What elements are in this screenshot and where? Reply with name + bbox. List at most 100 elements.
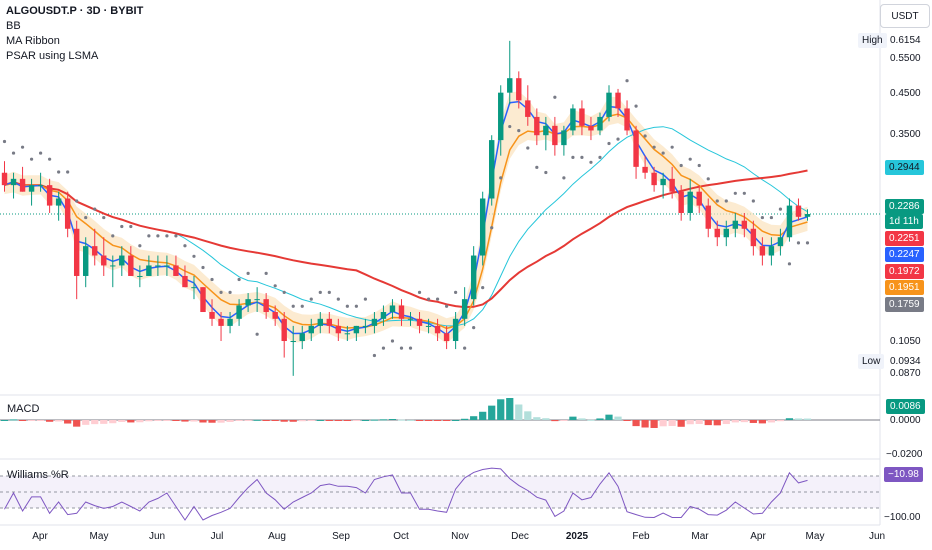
macd-bar	[289, 420, 297, 422]
psar-dot	[66, 170, 70, 174]
macd-bar	[73, 420, 81, 427]
candle	[786, 198, 793, 242]
candle	[669, 166, 675, 199]
candle	[714, 220, 720, 247]
candle	[353, 325, 360, 342]
psar-dot	[499, 176, 503, 180]
candle-body	[218, 318, 224, 326]
candle	[705, 198, 711, 238]
macd-bar	[181, 420, 189, 422]
macd-bar	[731, 420, 739, 423]
candle-body	[452, 318, 459, 342]
candle-body	[498, 92, 504, 141]
legend-ma-ribbon[interactable]: MA Ribbon	[6, 35, 60, 47]
candle-body	[777, 237, 784, 247]
x-axis-label: Apr	[750, 531, 766, 542]
candle	[326, 312, 333, 334]
macd-bar	[424, 420, 433, 421]
macd-bar	[515, 404, 523, 420]
macd-bar	[316, 419, 324, 421]
psar-dot	[742, 191, 746, 195]
x-axis-label: May	[89, 531, 109, 542]
candle	[615, 88, 621, 117]
symbol-title[interactable]: ALGOUSDT.P · 3D · BYBIT	[6, 5, 144, 17]
candle	[64, 191, 71, 238]
macd-bar	[614, 416, 622, 420]
macd-bar	[686, 420, 694, 425]
macd-bar	[623, 420, 631, 421]
williams-label[interactable]: Williams %R	[7, 469, 69, 481]
price-tag: 0.2944	[885, 160, 924, 175]
psar-dot	[679, 163, 683, 168]
candle	[335, 318, 342, 342]
candle-body	[254, 299, 260, 301]
macd-bar	[307, 420, 315, 421]
currency-unit-button[interactable]: USDT	[880, 4, 930, 28]
candle	[561, 125, 567, 156]
candle-body	[389, 305, 396, 313]
psar-dot	[75, 199, 79, 203]
candle-body	[434, 325, 441, 334]
candle-body	[362, 325, 369, 327]
macd-bar	[46, 420, 54, 422]
psar-dot	[589, 160, 593, 164]
psar-dot	[2, 139, 7, 144]
y-tick: 0.5500	[890, 53, 921, 64]
macd-bar	[343, 420, 351, 421]
candle	[371, 312, 378, 334]
candle	[263, 293, 269, 319]
x-axis-label: Dec	[511, 531, 529, 542]
legend-psar[interactable]: PSAR using LSMA	[6, 50, 99, 62]
candle-body	[92, 246, 98, 256]
candle	[254, 287, 260, 313]
psar-dot	[390, 339, 395, 343]
psar-dot	[84, 215, 88, 220]
macd-tick: 0.0000	[890, 415, 921, 426]
psar-dot	[336, 297, 340, 301]
macd-bar	[9, 419, 18, 421]
candle	[479, 191, 486, 266]
psar-dot	[147, 234, 151, 238]
psar-dot	[174, 234, 178, 238]
psar-dot	[571, 155, 575, 160]
candle-body	[759, 246, 766, 256]
candle	[164, 255, 170, 276]
macd-bar	[749, 420, 757, 423]
candle	[380, 305, 387, 326]
candle-body	[344, 333, 351, 335]
candle-body	[263, 299, 269, 313]
candle-body	[723, 228, 729, 238]
candle	[660, 172, 666, 199]
macd-bar	[776, 420, 785, 422]
candle	[308, 318, 314, 342]
candle	[434, 318, 441, 342]
legend-bb[interactable]: BB	[6, 20, 21, 32]
price-tag: 0.2251	[885, 231, 924, 246]
x-axis-label: Jul	[210, 531, 224, 542]
candle-body	[245, 299, 251, 306]
psar-dot	[129, 224, 133, 229]
macd-label[interactable]: MACD	[7, 403, 40, 415]
williams-tick: −100.00	[884, 512, 921, 523]
macd-bar	[578, 418, 586, 420]
candle-body	[335, 325, 342, 334]
candle	[398, 299, 405, 326]
candle	[552, 116, 558, 156]
chart-legend: ALGOUSDT.P · 3D · BYBIT BB MA Ribbon PSA…	[6, 4, 143, 64]
candle	[687, 178, 693, 221]
candle	[570, 104, 576, 136]
candle	[317, 312, 323, 334]
psar-dot	[580, 155, 584, 160]
candle-body	[128, 255, 134, 276]
candle-body	[191, 287, 197, 289]
candle-body	[642, 166, 648, 173]
macd-bar	[605, 414, 613, 420]
candle-body	[317, 318, 323, 326]
candle	[651, 166, 657, 192]
candle	[732, 212, 739, 238]
psar-dot	[553, 95, 557, 99]
candle-body	[137, 275, 143, 277]
high-label: High	[858, 33, 887, 48]
candle-body	[579, 108, 585, 126]
